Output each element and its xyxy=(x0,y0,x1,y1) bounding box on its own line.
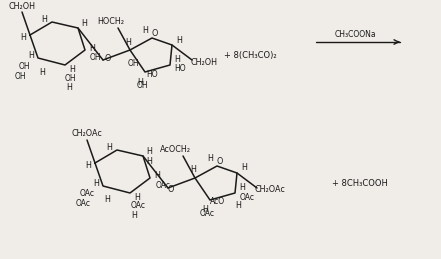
Text: H: H xyxy=(202,205,208,214)
Text: H: H xyxy=(39,68,45,76)
Text: H: H xyxy=(69,64,75,74)
Text: H: H xyxy=(85,161,91,169)
Text: H: H xyxy=(207,154,213,162)
Text: CH₃COONa: CH₃COONa xyxy=(334,30,376,39)
Text: O: O xyxy=(168,185,174,195)
Text: CH₂OH: CH₂OH xyxy=(8,2,35,11)
Text: H: H xyxy=(89,44,95,53)
Text: OH: OH xyxy=(64,74,76,83)
Text: H: H xyxy=(154,171,160,181)
Text: H: H xyxy=(41,15,47,24)
Text: OH: OH xyxy=(89,53,101,61)
Text: OAc: OAc xyxy=(239,193,254,203)
Text: H: H xyxy=(176,35,182,45)
Text: H: H xyxy=(239,183,245,191)
Text: OH: OH xyxy=(136,81,148,90)
Text: OAc: OAc xyxy=(199,208,214,218)
Text: O: O xyxy=(105,54,111,62)
Text: H: H xyxy=(235,202,241,211)
Text: HO: HO xyxy=(146,69,158,78)
Text: H: H xyxy=(28,51,34,60)
Text: H: H xyxy=(142,25,148,34)
Text: H: H xyxy=(146,156,152,166)
Text: H: H xyxy=(106,142,112,152)
Text: OAc: OAc xyxy=(75,199,90,208)
Text: HO: HO xyxy=(174,63,186,73)
Text: CH₂OAc: CH₂OAc xyxy=(71,128,102,138)
Text: O: O xyxy=(217,156,223,166)
Text: OH: OH xyxy=(127,59,139,68)
Text: AcO: AcO xyxy=(210,198,225,206)
Text: H: H xyxy=(93,178,99,188)
Text: OAc: OAc xyxy=(156,181,171,190)
Text: OH: OH xyxy=(18,61,30,70)
Text: + 8(CH₃CO)₂: + 8(CH₃CO)₂ xyxy=(224,51,277,60)
Text: AcOCH₂: AcOCH₂ xyxy=(160,145,191,154)
Text: H: H xyxy=(66,83,72,91)
Text: H: H xyxy=(131,211,137,219)
Text: CH₂OH: CH₂OH xyxy=(191,57,217,67)
Text: O: O xyxy=(152,28,158,38)
Text: HOCH₂: HOCH₂ xyxy=(97,17,124,25)
Text: H: H xyxy=(20,32,26,41)
Text: H: H xyxy=(134,192,140,202)
Text: OH: OH xyxy=(14,71,26,81)
Text: OAc: OAc xyxy=(79,190,94,198)
Text: H: H xyxy=(81,18,87,27)
Text: OAc: OAc xyxy=(131,202,146,211)
Text: H: H xyxy=(104,196,110,205)
Text: + 8CH₃COOH: + 8CH₃COOH xyxy=(332,178,388,188)
Text: H: H xyxy=(137,77,143,87)
Text: H: H xyxy=(241,163,247,172)
Text: H: H xyxy=(190,166,196,175)
Text: H: H xyxy=(146,147,152,155)
Text: H: H xyxy=(125,38,131,47)
Text: CH₂OAc: CH₂OAc xyxy=(254,185,285,195)
Text: H: H xyxy=(174,54,180,63)
